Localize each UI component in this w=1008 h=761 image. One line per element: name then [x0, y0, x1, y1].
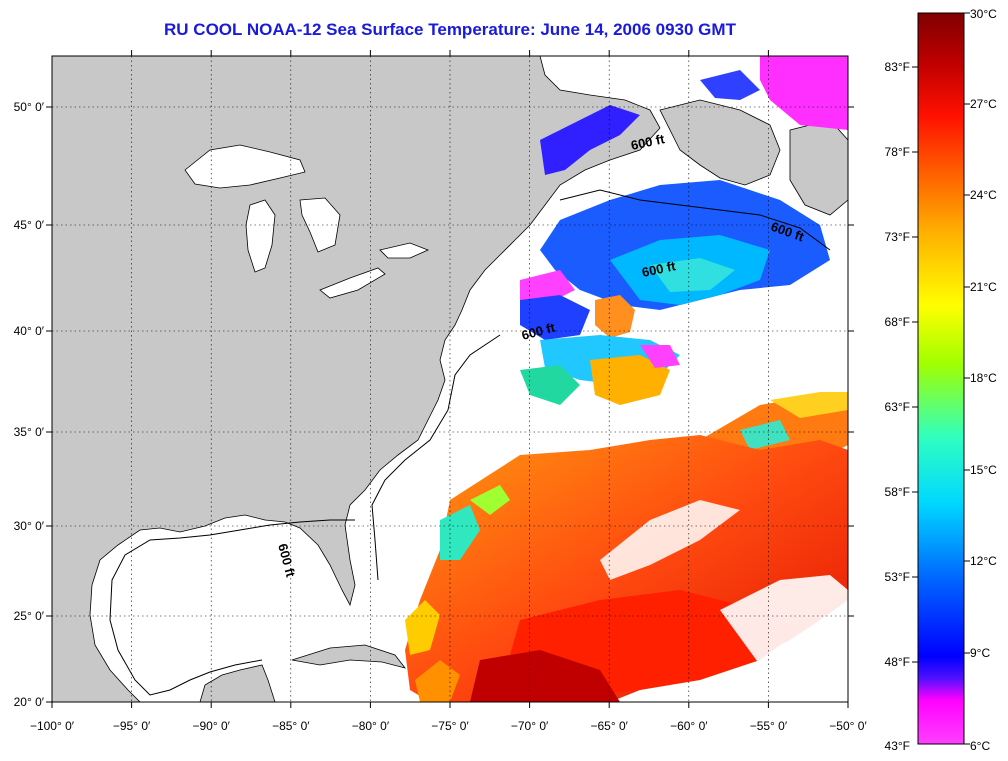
lon-label: −95° 0′ — [113, 719, 151, 733]
lake-huron — [299, 197, 341, 253]
fahrenheit-label: 68°F — [885, 315, 910, 329]
lat-label: 40° 0′ — [14, 324, 45, 338]
bathymetry-contour — [109, 189, 831, 696]
fahrenheit-label: 73°F — [885, 230, 910, 244]
sst-data-layer — [405, 56, 848, 702]
lon-label: −55° 0′ — [750, 719, 788, 733]
land-north-america — [52, 56, 661, 702]
celsius-label: 24°C — [970, 188, 997, 202]
celsius-label: 15°C — [970, 463, 997, 477]
colorbar-fahrenheit-labels: 83°F 78°F 73°F 68°F 63°F 58°F 53°F 48°F … — [885, 60, 910, 753]
lat-label: 20° 0′ — [14, 695, 45, 709]
lon-label: −60° 0′ — [670, 719, 708, 733]
land-maritimes — [659, 99, 781, 186]
contour-label: 600 ft — [630, 131, 667, 153]
fahrenheit-label: 78°F — [885, 145, 910, 159]
land-cuba — [291, 644, 407, 669]
lat-labels: 50° 0′ 45° 0′ 40° 0′ 35° 0′ 30° 0′ 25° 0… — [14, 100, 45, 709]
contour-label: 600 ft — [641, 258, 678, 280]
celsius-label: 27°C — [970, 97, 997, 111]
lon-label: −70° 0′ — [511, 719, 549, 733]
lake-ontario — [379, 242, 430, 259]
fahrenheit-label: 48°F — [885, 655, 910, 669]
lat-label: 50° 0′ — [14, 100, 45, 114]
colorbar-celsius-labels: 30°C 27°C 24°C 21°C 18°C 15°C 12°C 9°C 6… — [970, 7, 997, 753]
lon-label: −65° 0′ — [590, 719, 628, 733]
fahrenheit-label: 43°F — [885, 739, 910, 753]
lon-label: −50° 0′ — [829, 719, 867, 733]
celsius-label: 9°C — [970, 646, 990, 660]
lat-label: 45° 0′ — [14, 218, 45, 232]
lat-label: 25° 0′ — [14, 609, 45, 623]
lake-michigan — [245, 199, 276, 273]
map-title: RU COOL NOAA-12 Sea Surface Temperature:… — [164, 20, 736, 39]
celsius-label: 12°C — [970, 554, 997, 568]
lake-erie — [319, 267, 386, 299]
fahrenheit-label: 53°F — [885, 570, 910, 584]
lake-superior — [184, 144, 306, 189]
fahrenheit-label: 58°F — [885, 485, 910, 499]
fahrenheit-label: 83°F — [885, 60, 910, 74]
celsius-label: 18°C — [970, 371, 997, 385]
land-yucatan — [199, 664, 276, 702]
lon-label: −90° 0′ — [192, 719, 230, 733]
lon-label: −80° 0′ — [352, 719, 390, 733]
lon-label: −85° 0′ — [272, 719, 310, 733]
lon-labels: −100° 0′ −95° 0′ −90° 0′ −85° 0′ −80° 0′… — [30, 719, 867, 733]
map-plot-area: 600 ft 600 ft 600 ft 600 ft 600 ft — [52, 56, 848, 702]
celsius-label: 6°C — [970, 739, 990, 753]
celsius-label: 21°C — [970, 280, 997, 294]
fahrenheit-label: 63°F — [885, 400, 910, 414]
celsius-label: 30°C — [970, 7, 997, 21]
lon-label: −100° 0′ — [30, 719, 75, 733]
lon-label: −75° 0′ — [431, 719, 469, 733]
colorbar-gradient — [917, 12, 965, 745]
colorbar: 30°C 27°C 24°C 21°C 18°C 15°C 12°C 9°C 6… — [885, 7, 998, 753]
lat-label: 30° 0′ — [14, 519, 45, 533]
lat-label: 35° 0′ — [14, 425, 45, 439]
axis-ticks — [46, 50, 854, 708]
